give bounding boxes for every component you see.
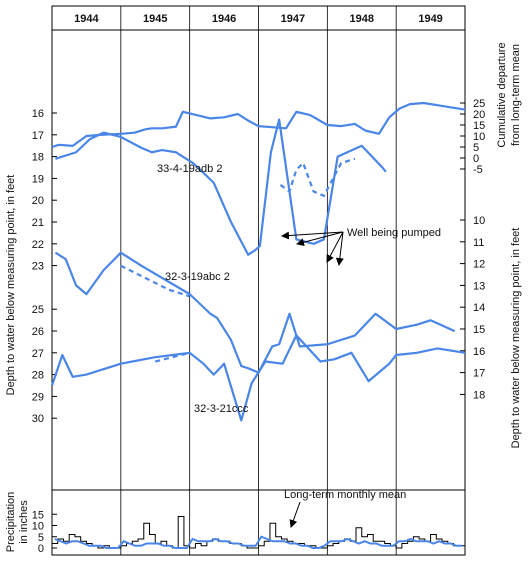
precipitation-panel bbox=[52, 489, 465, 549]
right-cum-tick-label: 10 bbox=[473, 131, 485, 143]
right-cum-tick-label: 25 bbox=[473, 98, 485, 110]
pumped-arrow bbox=[335, 231, 344, 266]
right-top-label-2: from long-term mean bbox=[510, 44, 522, 146]
mean-annotation: Long-term monthly mean bbox=[284, 489, 406, 501]
dashed-gap-line bbox=[154, 351, 190, 363]
series-line bbox=[54, 251, 456, 374]
left-tick-label: 19 bbox=[32, 173, 44, 185]
year-label: 1944 bbox=[74, 13, 99, 25]
precip-tick-label: 5 bbox=[38, 532, 44, 544]
monthly-precip-bars bbox=[52, 516, 465, 549]
right-depth-tick-label: 10 bbox=[473, 215, 485, 227]
year-label: 1947 bbox=[281, 13, 305, 25]
precip-tick-label: 15 bbox=[32, 509, 44, 521]
series-label-ccc: 32-3-21ccc bbox=[194, 403, 249, 415]
year-gridlines bbox=[120, 6, 397, 555]
right-depth-tick-label: 16 bbox=[473, 346, 485, 358]
left-tick-label: 18 bbox=[32, 152, 44, 164]
series-label-adb: 33-4-19adb 2 bbox=[157, 163, 222, 175]
right-depth-tick-label: 15 bbox=[473, 324, 485, 336]
year-label: 1948 bbox=[350, 13, 374, 25]
left-axis-label: Depth to water below measuring point, in… bbox=[5, 175, 17, 396]
left-tick-label: 22 bbox=[32, 239, 44, 251]
left-tick-label: 28 bbox=[32, 370, 44, 382]
right-cum-tick-label: 15 bbox=[473, 120, 485, 132]
right-top-label-1: Cumulative departure bbox=[496, 42, 508, 147]
right-depth-tick-label: 13 bbox=[473, 280, 485, 292]
left-tick-label: 20 bbox=[32, 195, 44, 207]
precip-axis-label-2: in inches bbox=[18, 500, 30, 544]
series-lines bbox=[50, 101, 466, 422]
left-axis-ticks: 16 17 18 19 20 21 22 23 25 26 27 28 29 30 bbox=[32, 108, 57, 425]
mean-arrow bbox=[289, 501, 301, 528]
precip-tick-label: 10 bbox=[32, 521, 44, 533]
left-tick-label: 25 bbox=[32, 304, 44, 316]
right-mid-label: Depth to water below measuring point, in… bbox=[510, 228, 522, 449]
right-depth-tick-label: 12 bbox=[473, 259, 485, 271]
series-line bbox=[51, 101, 466, 149]
left-tick-label: 16 bbox=[32, 108, 44, 120]
series-line bbox=[55, 118, 387, 256]
year-label: 1946 bbox=[212, 13, 236, 25]
long-term-mean-line bbox=[54, 535, 463, 549]
left-tick-label: 29 bbox=[32, 391, 44, 403]
right-depth-tick-label: 11 bbox=[473, 237, 484, 249]
left-tick-label: 23 bbox=[32, 261, 44, 273]
right-cum-tick-label: 0 bbox=[473, 153, 479, 165]
annotation-arrows bbox=[281, 231, 344, 528]
pumped-annotation: Well being pumped bbox=[347, 227, 441, 239]
left-tick-label: 30 bbox=[32, 413, 44, 425]
dashed-gap-line bbox=[279, 157, 356, 198]
left-tick-label: 27 bbox=[32, 348, 44, 360]
series-line bbox=[50, 334, 466, 422]
right-cum-tick-label: -5 bbox=[473, 164, 483, 176]
pumped-arrow bbox=[281, 231, 344, 240]
year-label: 1949 bbox=[418, 13, 442, 25]
precip-tick-label: 0 bbox=[38, 543, 44, 555]
pumped-arrow bbox=[326, 231, 344, 263]
right-depth-tick-label: 14 bbox=[473, 302, 485, 314]
year-label: 1945 bbox=[143, 13, 167, 25]
right-depth-tick-label: 18 bbox=[473, 389, 485, 401]
year-labels: 1944 1945 1946 1947 1948 1949 bbox=[74, 13, 443, 25]
left-tick-label: 26 bbox=[32, 326, 44, 338]
precip-axis-label-1: Precipitation bbox=[5, 492, 17, 553]
right-depth-tick-label: 17 bbox=[473, 368, 485, 380]
right-cum-tick-label: 5 bbox=[473, 142, 479, 154]
right-cum-tick-label: 20 bbox=[473, 109, 485, 121]
left-tick-label: 21 bbox=[32, 217, 44, 229]
left-tick-label: 17 bbox=[32, 130, 44, 142]
series-label-abc: 32-3-19abc 2 bbox=[165, 271, 230, 283]
pumped-arrow bbox=[296, 231, 344, 247]
